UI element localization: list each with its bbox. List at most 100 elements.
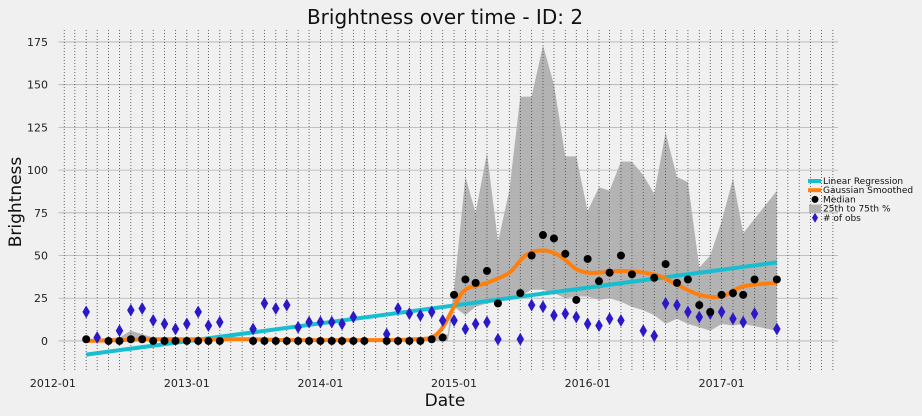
median-point xyxy=(182,336,191,345)
median-point xyxy=(126,335,135,344)
obs-marker xyxy=(93,331,101,345)
obs-marker xyxy=(750,307,759,321)
obs-marker xyxy=(717,305,726,319)
obs-marker xyxy=(673,298,681,312)
obs-marker xyxy=(138,301,146,315)
median-point xyxy=(583,254,592,263)
obs-marker xyxy=(684,305,692,319)
median-point xyxy=(717,290,726,299)
median-point xyxy=(115,336,124,345)
median-point xyxy=(271,336,280,345)
y-tick-label: 175 xyxy=(27,36,48,49)
median-point xyxy=(683,275,692,284)
legend-label: 25th to 75th % xyxy=(823,205,891,215)
legend-swatch-point xyxy=(811,195,819,203)
median-point xyxy=(215,336,224,345)
obs-marker xyxy=(695,310,704,324)
obs-marker xyxy=(729,312,737,326)
obs-marker xyxy=(639,324,648,338)
obs-marker xyxy=(739,315,747,329)
median-point xyxy=(416,336,425,345)
median-point xyxy=(527,251,536,260)
obs-marker xyxy=(294,320,302,334)
obs-marker xyxy=(416,308,425,322)
obs-marker xyxy=(516,332,525,346)
obs-marker xyxy=(661,296,670,310)
median-point xyxy=(695,301,704,310)
x-tick-label: 2016-01 xyxy=(565,377,611,390)
obs-marker xyxy=(617,313,625,327)
legend-label: # of obs xyxy=(823,214,861,224)
y-tick-label: 150 xyxy=(27,79,48,92)
obs-marker xyxy=(595,319,603,333)
median-point xyxy=(772,275,781,284)
legend-swatch-band xyxy=(809,204,821,213)
obs-marker xyxy=(282,298,291,312)
median-point xyxy=(204,336,213,345)
obs-marker xyxy=(305,315,313,329)
obs-marker xyxy=(405,307,414,321)
y-tick-label: 75 xyxy=(34,207,48,220)
obs-marker xyxy=(215,315,224,329)
percentile-band xyxy=(86,45,777,342)
obs-marker xyxy=(183,317,191,331)
obs-marker xyxy=(583,317,592,331)
y-tick-label: 0 xyxy=(41,335,48,348)
median-point xyxy=(438,333,447,342)
obs-marker xyxy=(394,301,402,315)
median-point xyxy=(750,275,759,284)
median-point xyxy=(305,336,314,345)
median-point xyxy=(82,335,91,344)
obs-marker xyxy=(338,317,346,331)
obs-marker xyxy=(483,315,491,329)
x-axis-title: Date xyxy=(425,391,466,411)
median-point xyxy=(338,336,347,345)
legend-label: Median xyxy=(823,195,856,205)
median-point xyxy=(706,307,715,316)
median-point xyxy=(616,251,625,260)
obs-marker xyxy=(149,313,157,327)
median-point xyxy=(194,336,203,345)
x-tick-label: 2012-01 xyxy=(30,377,76,390)
median-point xyxy=(294,336,303,345)
obs-marker xyxy=(349,310,358,324)
median-point xyxy=(327,336,336,345)
median-point xyxy=(149,336,158,345)
obs-marker xyxy=(204,319,213,333)
obs-marker xyxy=(561,307,570,321)
obs-marker xyxy=(438,313,447,327)
median-point xyxy=(138,335,147,344)
median-point xyxy=(360,336,369,345)
obs-marker xyxy=(572,310,581,324)
median-point xyxy=(605,268,614,277)
x-tick-label: 2017-01 xyxy=(699,377,745,390)
obs-marker xyxy=(461,322,470,336)
obs-marker xyxy=(260,296,269,310)
median-point xyxy=(249,336,258,345)
median-point xyxy=(171,336,180,345)
obs-marker xyxy=(127,303,135,317)
tick-layer: 0 25 50 75 100 125 150 175 2012-01 2013-01 2014-01… xyxy=(27,36,745,390)
median-point xyxy=(672,278,681,287)
median-point xyxy=(461,275,470,284)
obs-marker xyxy=(427,305,436,319)
median-point xyxy=(405,336,414,345)
y-tick-label: 50 xyxy=(34,250,48,263)
y-tick-label: 25 xyxy=(34,292,48,305)
y-axis-title: Brightness xyxy=(6,157,26,248)
obs-marker xyxy=(316,315,325,329)
median-point xyxy=(260,336,269,345)
obs-marker xyxy=(605,312,614,326)
obs-marker xyxy=(650,329,659,343)
median-point xyxy=(471,278,480,287)
obs-marker xyxy=(171,322,180,336)
median-point xyxy=(349,336,358,345)
median-layer xyxy=(82,231,781,345)
median-point xyxy=(493,299,502,308)
median-point xyxy=(160,336,169,345)
median-point xyxy=(382,336,391,345)
obs-marker xyxy=(249,322,257,336)
obs-marker xyxy=(327,315,336,329)
x-tick-label: 2014-01 xyxy=(297,377,343,390)
